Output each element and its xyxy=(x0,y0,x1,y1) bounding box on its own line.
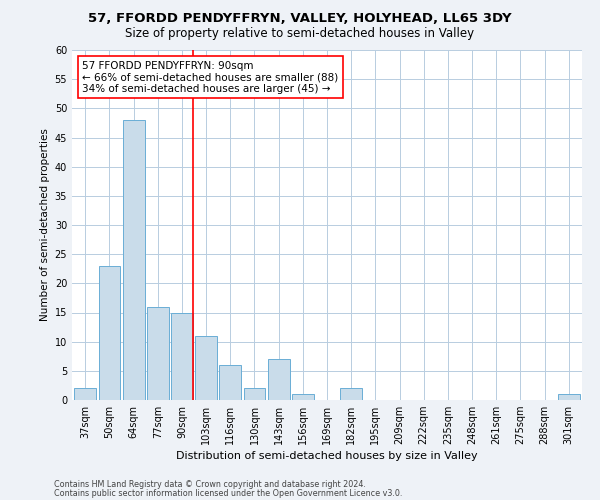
Bar xyxy=(292,394,314,400)
Bar xyxy=(171,312,193,400)
Bar xyxy=(98,266,121,400)
X-axis label: Distribution of semi-detached houses by size in Valley: Distribution of semi-detached houses by … xyxy=(176,452,478,462)
Bar xyxy=(340,388,362,400)
Bar xyxy=(558,394,580,400)
Bar xyxy=(147,306,169,400)
Bar xyxy=(123,120,145,400)
Text: Contains HM Land Registry data © Crown copyright and database right 2024.: Contains HM Land Registry data © Crown c… xyxy=(54,480,366,489)
Bar xyxy=(244,388,265,400)
Bar xyxy=(220,365,241,400)
Bar xyxy=(268,359,290,400)
Text: 57, FFORDD PENDYFFRYN, VALLEY, HOLYHEAD, LL65 3DY: 57, FFORDD PENDYFFRYN, VALLEY, HOLYHEAD,… xyxy=(88,12,512,26)
Y-axis label: Number of semi-detached properties: Number of semi-detached properties xyxy=(40,128,50,322)
Text: Contains public sector information licensed under the Open Government Licence v3: Contains public sector information licen… xyxy=(54,489,403,498)
Bar xyxy=(195,336,217,400)
Text: 57 FFORDD PENDYFFRYN: 90sqm
← 66% of semi-detached houses are smaller (88)
34% o: 57 FFORDD PENDYFFRYN: 90sqm ← 66% of sem… xyxy=(82,60,338,94)
Bar xyxy=(74,388,96,400)
Text: Size of property relative to semi-detached houses in Valley: Size of property relative to semi-detach… xyxy=(125,28,475,40)
